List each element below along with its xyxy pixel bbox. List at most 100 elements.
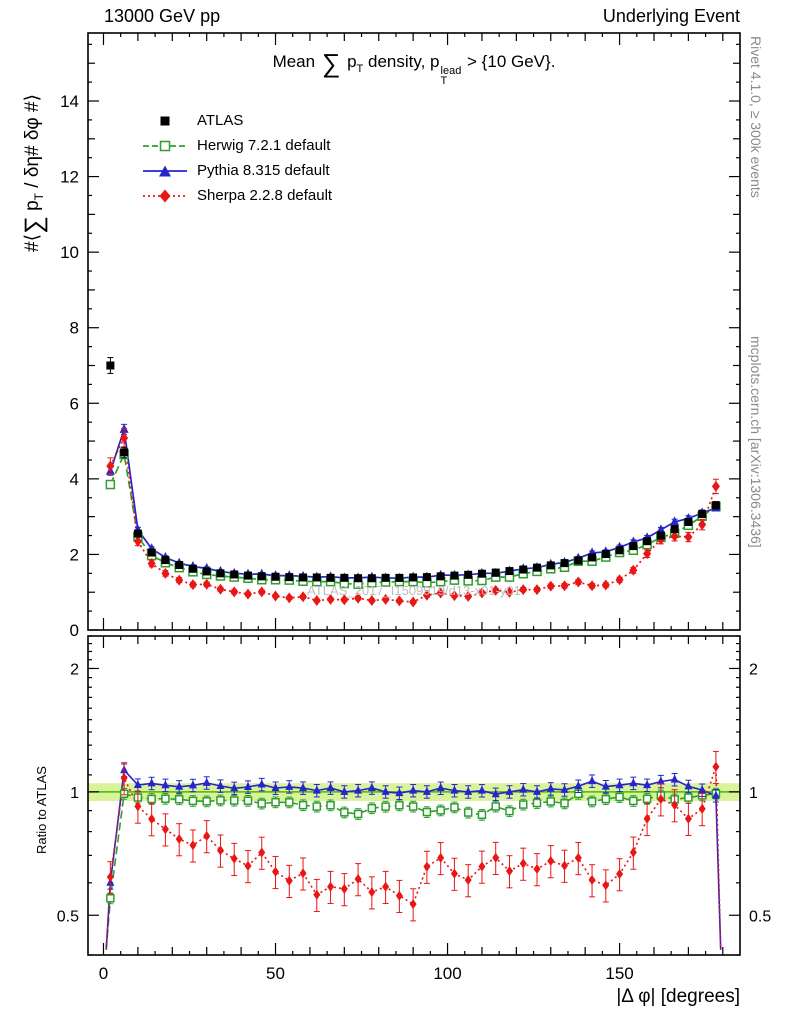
data-point [615, 780, 624, 789]
sum-symbol: ∑ [20, 216, 48, 235]
ratio-panel-series [105, 750, 722, 950]
data-point [615, 546, 624, 555]
data-point [367, 574, 376, 583]
data-point [120, 448, 129, 457]
title-text: Mean [272, 52, 320, 71]
data-point [588, 580, 597, 592]
data-point [643, 813, 651, 824]
data-point [161, 567, 170, 579]
data-point [450, 803, 459, 812]
data-point [147, 557, 156, 569]
data-point [519, 584, 528, 596]
data-point [560, 784, 569, 793]
ratio-tick-label: 0.5 [57, 908, 79, 925]
data-point [409, 573, 418, 582]
data-point [285, 592, 294, 604]
data-point [367, 595, 376, 607]
data-point [326, 593, 335, 605]
data-point [436, 587, 445, 599]
data-point [616, 869, 624, 880]
data-point [409, 785, 418, 794]
data-point [684, 781, 693, 790]
data-point [492, 852, 500, 863]
data-point [202, 797, 211, 806]
data-point [133, 535, 142, 547]
data-point [175, 561, 184, 570]
data-point [547, 855, 555, 866]
data-point [395, 890, 403, 901]
ratio-tick-label: 1 [749, 785, 758, 802]
data-point [408, 802, 418, 811]
data-point [657, 794, 665, 805]
data-point [230, 586, 239, 598]
data-point [188, 780, 197, 789]
data-point [518, 800, 528, 809]
data-point [711, 501, 720, 510]
data-point [216, 796, 225, 805]
data-point [381, 593, 390, 605]
data-point [615, 574, 624, 586]
data-point [546, 580, 555, 592]
data-point [656, 776, 665, 785]
data-point [561, 860, 569, 871]
data-point [174, 795, 184, 804]
data-point [189, 840, 197, 851]
data-point [271, 783, 280, 792]
data-point [546, 561, 555, 570]
data-point [546, 797, 556, 806]
data-point [312, 785, 321, 794]
y-tick-label: 6 [70, 394, 79, 413]
data-point [491, 584, 500, 596]
pt-lead-stack: lead T [440, 65, 462, 87]
data-point [327, 881, 335, 892]
data-point [422, 589, 431, 601]
data-point [574, 852, 582, 863]
data-point [175, 781, 184, 790]
analysis-category-label: Underlying Event [602, 6, 740, 26]
y-tick-label: 8 [70, 319, 79, 338]
data-point [313, 889, 321, 900]
data-point [711, 790, 720, 799]
data-point [229, 796, 239, 805]
data-point [120, 773, 128, 784]
data-point [257, 586, 266, 598]
data-point [340, 808, 349, 817]
data-point [491, 789, 500, 798]
data-point [671, 800, 679, 811]
data-point [546, 783, 555, 792]
data-point [299, 868, 307, 879]
rivet-version-note: Rivet 4.1.0, ≥ 300k events [748, 36, 764, 198]
pythia-marker-icon [143, 165, 187, 176]
data-point [450, 785, 459, 794]
data-point [202, 777, 211, 786]
data-point [367, 783, 376, 792]
data-point [450, 868, 458, 879]
data-point [629, 847, 637, 858]
data-point [436, 806, 445, 815]
data-point [560, 559, 569, 568]
data-point [643, 780, 652, 789]
data-point [422, 573, 431, 582]
y-tick-label: 4 [70, 470, 79, 489]
data-point [423, 861, 431, 872]
data-point [216, 845, 224, 856]
data-point [574, 556, 583, 565]
data-point [312, 573, 321, 582]
data-point [202, 578, 211, 590]
data-point [147, 794, 156, 804]
data-point [505, 567, 514, 576]
ratio-tick-label: 0.5 [749, 908, 771, 925]
data-point [560, 799, 569, 808]
data-point [560, 580, 569, 592]
plot-title: Mean ∑ pT density, p lead T > {10 GeV}. [272, 48, 556, 87]
x-tick-label: 0 [99, 964, 108, 983]
sum-symbol: ∑ [321, 48, 341, 78]
data-point [147, 548, 156, 557]
data-point [478, 861, 486, 872]
data-point [436, 783, 445, 792]
data-point [161, 780, 170, 789]
ratio-panel-frame [87, 635, 741, 956]
data-point [354, 592, 363, 604]
data-point [340, 573, 349, 582]
